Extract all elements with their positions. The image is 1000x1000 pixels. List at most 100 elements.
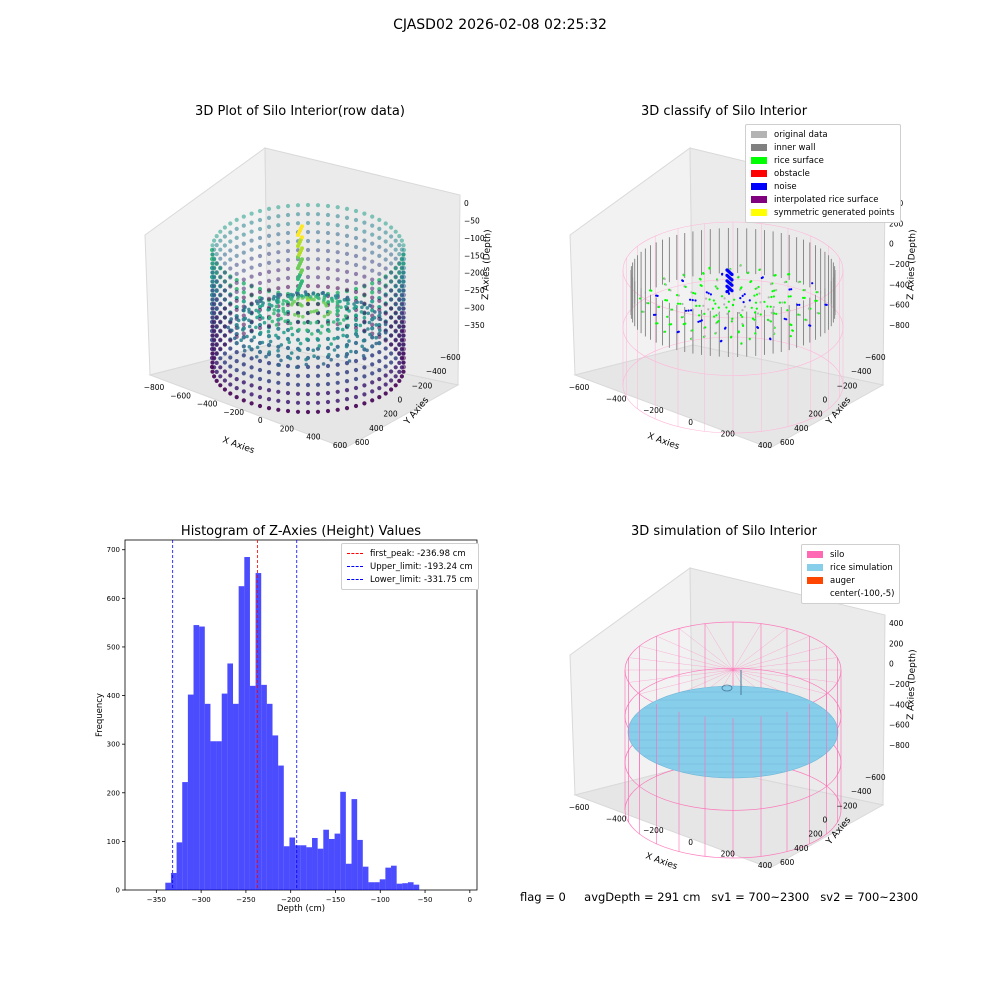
raw-point [342, 298, 347, 302]
raw-point [222, 297, 227, 302]
raw-point [305, 310, 311, 316]
classified-point [690, 337, 693, 340]
raw-point [299, 294, 304, 298]
raw-point [285, 345, 291, 351]
raw-point [214, 306, 219, 311]
classified-point [709, 293, 712, 296]
classified-point [681, 302, 684, 306]
classified-point [753, 311, 757, 314]
classified-point [754, 332, 757, 335]
raw-point [353, 271, 359, 277]
z-tick-label: −300 [464, 304, 485, 313]
raw-point [335, 277, 340, 282]
classified-point [721, 273, 724, 276]
z-tick-label: 0 [464, 199, 469, 208]
classified-point [656, 322, 659, 325]
raw-point [212, 292, 217, 297]
raw-point [241, 362, 246, 367]
raw-point [234, 359, 239, 364]
raw-point [285, 327, 291, 333]
raw-z-axis-label: Z Axies (Depth) [481, 229, 493, 300]
raw-point [312, 354, 316, 358]
classified-point [684, 285, 687, 288]
raw-point [399, 319, 404, 324]
raw-point [214, 342, 219, 347]
raw-point [335, 306, 339, 310]
classified-point [664, 330, 667, 333]
raw-point [286, 294, 291, 299]
raw-point [374, 335, 378, 340]
histogram-bar [210, 741, 217, 890]
classified-point [807, 307, 810, 310]
raw-point [254, 308, 258, 313]
histogram-chart[interactable]: −350 −300 −250 −200 −150 −100 −50 0 0 100 200 300 4… [80, 530, 500, 925]
raw-point [399, 374, 404, 379]
classified-point [766, 318, 770, 321]
raw-point [393, 238, 398, 243]
raw-point [320, 324, 324, 329]
raw-point [266, 251, 272, 256]
raw-point [378, 317, 383, 322]
classified-point [811, 282, 814, 285]
raw-point [276, 250, 281, 255]
raw-point [383, 230, 388, 235]
raw-point [329, 342, 333, 346]
raw-point [401, 279, 406, 284]
raw-point [266, 343, 272, 348]
raw-point [325, 257, 331, 263]
raw-point [359, 310, 364, 314]
y-tick-label: 0 [116, 887, 120, 895]
raw-point [254, 355, 259, 359]
raw-point [260, 303, 265, 308]
raw-point [325, 239, 331, 245]
raw-point [377, 271, 382, 276]
raw-point [212, 319, 217, 324]
raw-point [281, 306, 285, 311]
raw-point [370, 268, 375, 273]
x-tick-label: 0 [688, 418, 693, 427]
raw-point [257, 310, 261, 314]
y-tick-label: 400 [107, 692, 120, 700]
raw-point [247, 345, 252, 349]
classified-point [684, 309, 688, 312]
histogram-bar [396, 883, 403, 890]
histogram-bar [261, 684, 267, 890]
z-tick-label: −200 [889, 680, 910, 689]
legend-entry: center(-100,-5) [807, 587, 894, 600]
raw-point [315, 400, 321, 405]
raw-point [276, 268, 281, 273]
raw-point [257, 286, 263, 292]
classified-point [771, 290, 774, 293]
raw-point [285, 299, 289, 304]
raw-point [389, 315, 394, 320]
classified-point [727, 300, 730, 303]
raw-point [353, 358, 359, 364]
raw-point [212, 238, 217, 243]
raw-point [214, 297, 219, 302]
raw-point [370, 326, 375, 331]
raw-point [218, 374, 223, 379]
raw-point [266, 323, 272, 328]
raw-point [325, 248, 331, 254]
classified-point [739, 297, 742, 300]
raw-point [315, 382, 321, 387]
histogram-y-axis-label: Frequency [95, 693, 105, 737]
classified-point [676, 302, 680, 305]
classified-point [788, 288, 791, 291]
raw-point [331, 320, 336, 324]
legend-label: auger [830, 575, 855, 586]
raw-point [383, 239, 388, 244]
raw-point [218, 328, 223, 333]
raw-point [247, 324, 252, 329]
raw-point [361, 338, 366, 343]
raw-point [276, 277, 281, 282]
raw-point [335, 302, 340, 306]
legend-entry: silo [807, 548, 894, 561]
raw-point [399, 346, 404, 351]
raw-point [393, 229, 398, 234]
raw-point [324, 304, 329, 308]
y-tick-label: −200 [412, 381, 433, 390]
raw-point [300, 235, 304, 240]
